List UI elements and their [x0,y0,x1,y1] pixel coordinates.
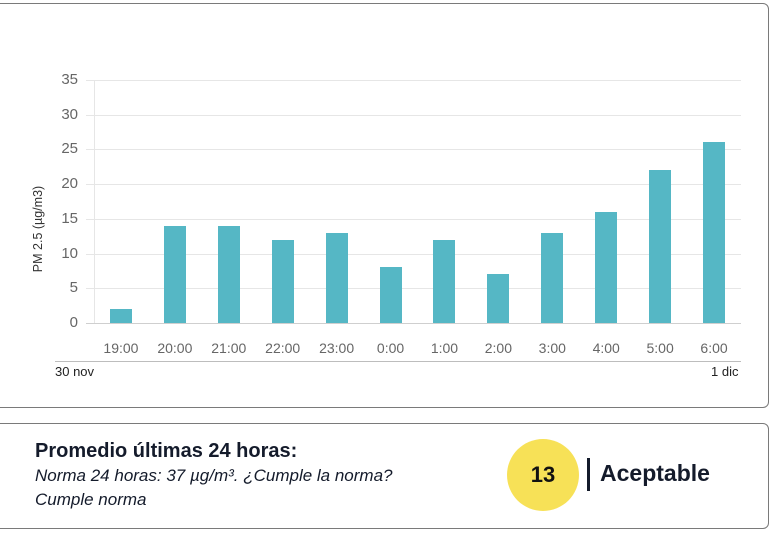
date-axis-line [55,361,741,362]
y-tick-label: 10 [61,244,78,262]
y-tick-label: 20 [61,175,78,193]
compliance-text: Cumple norma [35,490,147,509]
bar-200 [487,274,510,323]
bar-2100 [217,225,240,323]
norm-text: Norma 24 horas: 37 µg/m³. ¿Cumple la nor… [35,466,393,485]
x-axis-line [86,323,741,324]
status-divider [587,458,590,491]
date-start-label: 30 nov [55,364,95,379]
x-tick-label: 5:00 [646,340,674,356]
bar-100 [433,239,456,323]
bar-500 [649,170,672,323]
x-tick-label: 20:00 [157,340,193,356]
y-tick-label: 35 [61,71,78,88]
gridline [86,149,741,151]
y-tick-label: 15 [61,209,78,227]
bar-1900 [109,309,132,323]
air-quality-status: Aceptable [600,460,710,486]
x-tick-label: 4:00 [592,340,620,356]
y-tick-label: 5 [69,279,78,297]
bar-300 [541,232,564,323]
y-axis-line [94,80,95,323]
aqi-value: 13 [530,462,556,487]
bar-2000 [163,225,186,323]
x-tick-label: 22:00 [265,340,301,356]
y-tick-label: 25 [61,140,78,158]
gridline [86,288,741,290]
x-tick-label: 2:00 [484,340,512,356]
x-tick-label: 0:00 [376,340,405,356]
y-tick-label: 0 [69,314,78,331]
x-tick-label: 21:00 [211,340,247,356]
x-tick-label: 6:00 [700,340,728,356]
date-end-label: 1 dic [711,364,739,379]
bar-2300 [325,232,348,323]
y-axis-label: PM 2.5 (µg/m3) [31,185,45,273]
bar-600 [703,142,726,323]
gridline [86,80,741,81]
summary-card [0,423,769,529]
bar-400 [595,211,618,323]
x-tick-label: 3:00 [538,340,566,356]
bar-2200 [271,239,294,323]
x-tick-label: 1:00 [430,340,459,356]
aqi-value-badge: 13 [507,439,579,511]
x-tick-label: 23:00 [319,340,355,356]
x-tick-label: 19:00 [103,340,139,356]
gridline [86,218,741,220]
gridline [86,253,741,255]
chart-card [0,3,769,408]
bar-000 [379,267,402,323]
gridline [86,184,741,186]
y-tick-label: 30 [61,105,78,123]
gridline [86,114,741,116]
summary-title: Promedio últimas 24 horas: [35,440,298,462]
